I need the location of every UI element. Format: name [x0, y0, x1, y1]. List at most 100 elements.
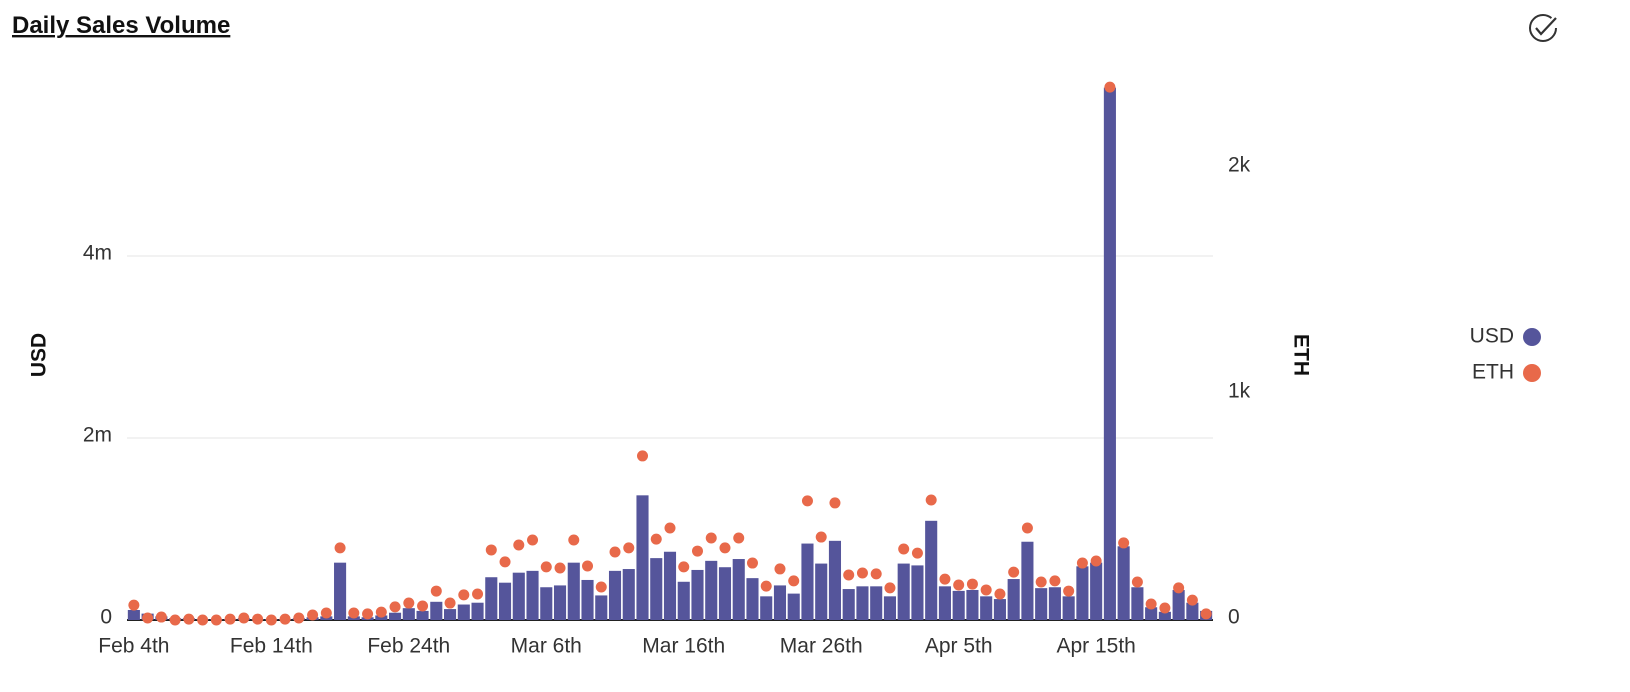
dot: [527, 534, 539, 546]
dot: [843, 569, 855, 581]
dot: [403, 597, 415, 609]
dot: [733, 532, 745, 544]
dot: [856, 567, 868, 579]
bar: [952, 590, 965, 620]
dot: [925, 494, 937, 506]
dot: [362, 608, 374, 620]
bar: [828, 540, 842, 620]
dot: [650, 533, 662, 545]
bar: [444, 609, 457, 620]
dot: [238, 612, 250, 624]
dot: [746, 557, 758, 569]
dot: [705, 532, 717, 544]
dot: [994, 588, 1006, 600]
dot: [788, 575, 800, 587]
dot: [1200, 608, 1212, 620]
bar: [567, 562, 580, 620]
dot: [389, 601, 401, 613]
x-tick-label: Mar 6th: [511, 635, 582, 658]
chart-title: Daily Sales Volume: [12, 12, 230, 39]
bar: [773, 585, 787, 620]
dot: [609, 546, 621, 558]
dot: [348, 607, 360, 619]
dot: [829, 497, 841, 509]
x-tick-label: Apr 5th: [925, 635, 993, 658]
bar: [485, 577, 498, 620]
legend-label: ETH: [1472, 361, 1514, 384]
dot: [774, 563, 786, 575]
bar: [581, 579, 594, 620]
y2-tick-label: 1k: [1228, 380, 1251, 403]
x-tick-label: Feb 24th: [367, 635, 450, 658]
dot: [417, 600, 429, 612]
bar: [402, 608, 415, 620]
bar: [1103, 87, 1116, 620]
dot: [169, 614, 181, 626]
bar: [1076, 566, 1089, 620]
dot: [637, 450, 649, 462]
bar: [471, 602, 484, 620]
y2-tick-label: 2k: [1228, 154, 1251, 177]
dot: [472, 588, 484, 600]
dot: [582, 560, 594, 572]
dot: [293, 612, 305, 624]
dot: [595, 581, 607, 593]
bar: [911, 565, 924, 620]
dot: [128, 599, 140, 611]
dot: [1104, 81, 1116, 93]
dot: [499, 556, 511, 568]
bar: [595, 595, 608, 620]
dot: [911, 547, 923, 559]
legend-swatch: [1523, 328, 1541, 346]
bar: [718, 567, 732, 620]
bar: [1117, 546, 1130, 620]
bar: [938, 586, 951, 620]
bar: [966, 589, 979, 620]
dot: [1076, 557, 1088, 569]
dot: [279, 613, 291, 625]
bar: [512, 572, 525, 620]
dot: [430, 585, 442, 597]
dot: [815, 531, 827, 543]
bar: [746, 578, 759, 620]
bar: [1048, 587, 1061, 620]
bar: [1062, 596, 1075, 620]
legend-swatch: [1523, 364, 1541, 382]
bar: [416, 610, 429, 620]
bar: [526, 570, 539, 620]
bar: [1131, 587, 1144, 620]
x-tick-label: Feb 4th: [98, 635, 169, 658]
dot: [444, 597, 456, 609]
dot: [540, 561, 552, 573]
bar: [732, 559, 745, 620]
bar: [498, 582, 512, 620]
bar: [801, 543, 814, 620]
legend-label: USD: [1470, 325, 1514, 348]
dot: [485, 544, 497, 556]
bar: [1007, 579, 1020, 620]
bar: [430, 601, 443, 620]
dot: [1145, 598, 1157, 610]
dot: [760, 580, 772, 592]
x-tick-label: Apr 15th: [1056, 635, 1135, 658]
bar: [622, 569, 635, 620]
bar: [540, 587, 553, 620]
dot: [224, 613, 236, 625]
dot: [513, 539, 525, 551]
dot: [320, 607, 332, 619]
dot: [1035, 576, 1047, 588]
y-axis-title: USD: [28, 333, 51, 377]
status-icon[interactable]: [1529, 14, 1557, 42]
bar: [1186, 602, 1199, 620]
dot: [1049, 575, 1061, 587]
bar: [815, 563, 828, 620]
dot: [719, 542, 731, 554]
dot: [1118, 537, 1130, 549]
dot: [1173, 582, 1185, 594]
bar: [334, 562, 347, 620]
dot: [939, 573, 951, 585]
dot: [375, 606, 387, 618]
dot: [155, 611, 167, 623]
dot: [307, 609, 319, 621]
